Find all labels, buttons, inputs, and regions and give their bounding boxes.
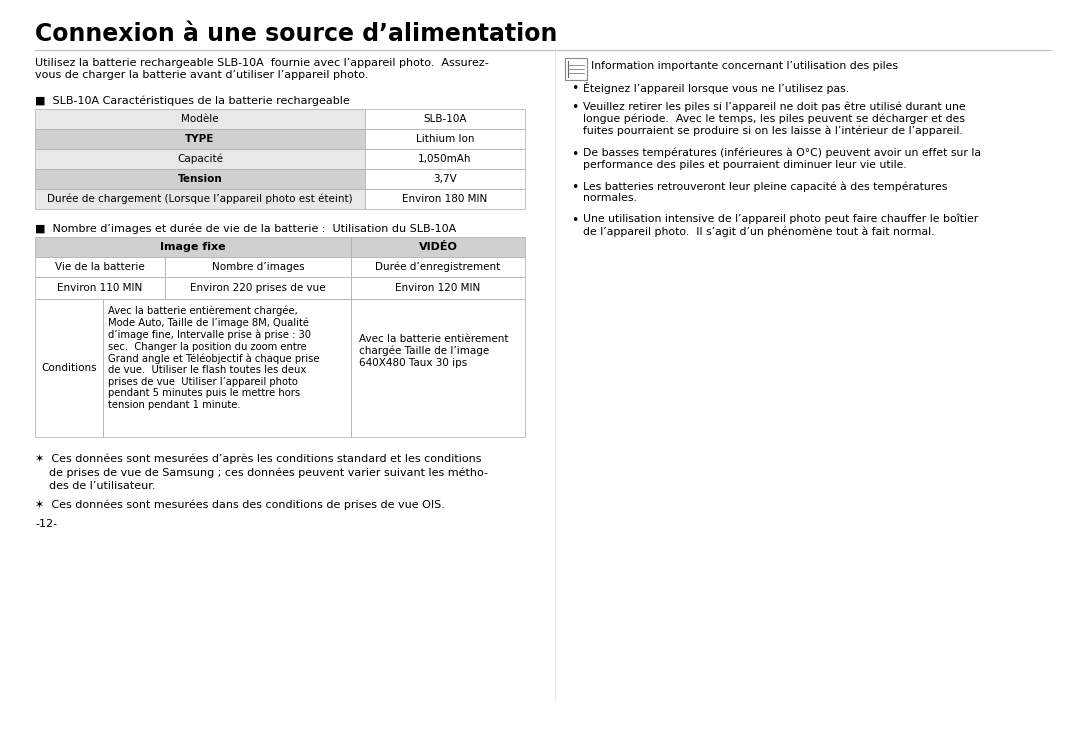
Text: ✶  Ces données sont mesurées dans des conditions de prises de vue OIS.: ✶ Ces données sont mesurées dans des con…: [35, 499, 445, 510]
Text: Environ 110 MIN: Environ 110 MIN: [57, 283, 143, 293]
Bar: [351, 257, 525, 277]
Text: Image fixe: Image fixe: [160, 242, 226, 252]
Text: ■  SLB-10A Caractéristiques de la batterie rechargeable: ■ SLB-10A Caractéristiques de la batteri…: [35, 96, 350, 107]
Text: Les batteries retrouveront leur pleine capacité à des températures
normales.: Les batteries retrouveront leur pleine c…: [583, 181, 947, 203]
Text: De basses températures (inférieures à O°C) peuvent avoir un effet sur la
perform: De basses températures (inférieures à O°…: [583, 148, 981, 170]
Text: Capacité: Capacité: [177, 154, 222, 164]
Text: -12-: -12-: [35, 519, 57, 529]
Text: Vie de la batterie: Vie de la batterie: [55, 262, 145, 272]
Bar: [103, 299, 351, 437]
Bar: [365, 149, 525, 169]
Text: Avec la batterie entièrement chargée,
Mode Auto, Taille de l’image 8M, Qualité
d: Avec la batterie entièrement chargée, Mo…: [108, 305, 320, 410]
Bar: [365, 129, 525, 149]
Text: •: •: [571, 101, 579, 114]
Bar: [35, 277, 165, 299]
Text: Connexion à une source d’alimentation: Connexion à une source d’alimentation: [35, 22, 557, 46]
Text: Environ 180 MIN: Environ 180 MIN: [403, 194, 488, 204]
Bar: [35, 299, 103, 437]
Bar: [351, 277, 525, 299]
Text: Durée de chargement (Lorsque l’appareil photo est éteint): Durée de chargement (Lorsque l’appareil …: [48, 194, 353, 204]
Bar: [35, 169, 365, 189]
Bar: [35, 257, 165, 277]
Text: Modèle: Modèle: [181, 114, 219, 124]
Bar: [351, 237, 525, 257]
Text: des de l’utilisateur.: des de l’utilisateur.: [35, 481, 156, 491]
Text: 1,050mAh: 1,050mAh: [418, 154, 472, 164]
Text: •: •: [571, 181, 579, 194]
Bar: [365, 189, 525, 209]
Bar: [365, 109, 525, 129]
Text: Utilisez la batterie rechargeable SLB-10A  fournie avec l’appareil photo.  Assur: Utilisez la batterie rechargeable SLB-10…: [35, 58, 489, 80]
Text: ■  Nombre d’images et durée de vie de la batterie :  Utilisation du SLB-10A: ■ Nombre d’images et durée de vie de la …: [35, 223, 456, 233]
Text: Veuillez retirer les piles si l’appareil ne doit pas être utilisé durant une
lon: Veuillez retirer les piles si l’appareil…: [583, 101, 966, 137]
Bar: [35, 149, 365, 169]
Text: Une utilisation intensive de l’appareil photo peut faire chauffer le boîtier
de : Une utilisation intensive de l’appareil …: [583, 214, 978, 236]
Text: Durée d’enregistrement: Durée d’enregistrement: [376, 262, 501, 272]
Bar: [35, 109, 365, 129]
Text: de prises de vue de Samsung ; ces données peuvent varier suivant les métho-: de prises de vue de Samsung ; ces donnée…: [35, 467, 488, 477]
Text: Information importante concernant l’utilisation des piles: Information importante concernant l’util…: [591, 61, 897, 71]
Bar: [351, 299, 525, 437]
Bar: [165, 277, 351, 299]
Bar: [35, 129, 365, 149]
Text: TYPE: TYPE: [186, 134, 215, 144]
Bar: [35, 189, 365, 209]
Text: •: •: [571, 214, 579, 227]
Text: 3,7V: 3,7V: [433, 174, 457, 184]
Text: •: •: [571, 148, 579, 161]
Text: SLB-10A: SLB-10A: [423, 114, 467, 124]
Text: Conditions: Conditions: [41, 363, 97, 373]
Bar: [165, 257, 351, 277]
Bar: [365, 169, 525, 189]
Text: Éteignez l’appareil lorsque vous ne l’utilisez pas.: Éteignez l’appareil lorsque vous ne l’ut…: [583, 82, 849, 94]
Text: Lithium Ion: Lithium Ion: [416, 134, 474, 144]
Text: Avec la batterie entièrement
chargée Taille de l’image
640X480 Taux 30 ips: Avec la batterie entièrement chargée Tai…: [359, 334, 509, 368]
Text: VIDÉO: VIDÉO: [419, 242, 458, 252]
Text: Nombre d’images: Nombre d’images: [212, 262, 305, 272]
Text: Environ 120 MIN: Environ 120 MIN: [395, 283, 481, 293]
Bar: [565, 58, 588, 80]
Text: ✶  Ces données sont mesurées d’après les conditions standard et les conditions: ✶ Ces données sont mesurées d’après les …: [35, 453, 482, 463]
Text: Tension: Tension: [177, 174, 222, 184]
Bar: [35, 237, 351, 257]
Text: Environ 220 prises de vue: Environ 220 prises de vue: [190, 283, 326, 293]
Text: •: •: [571, 82, 579, 95]
